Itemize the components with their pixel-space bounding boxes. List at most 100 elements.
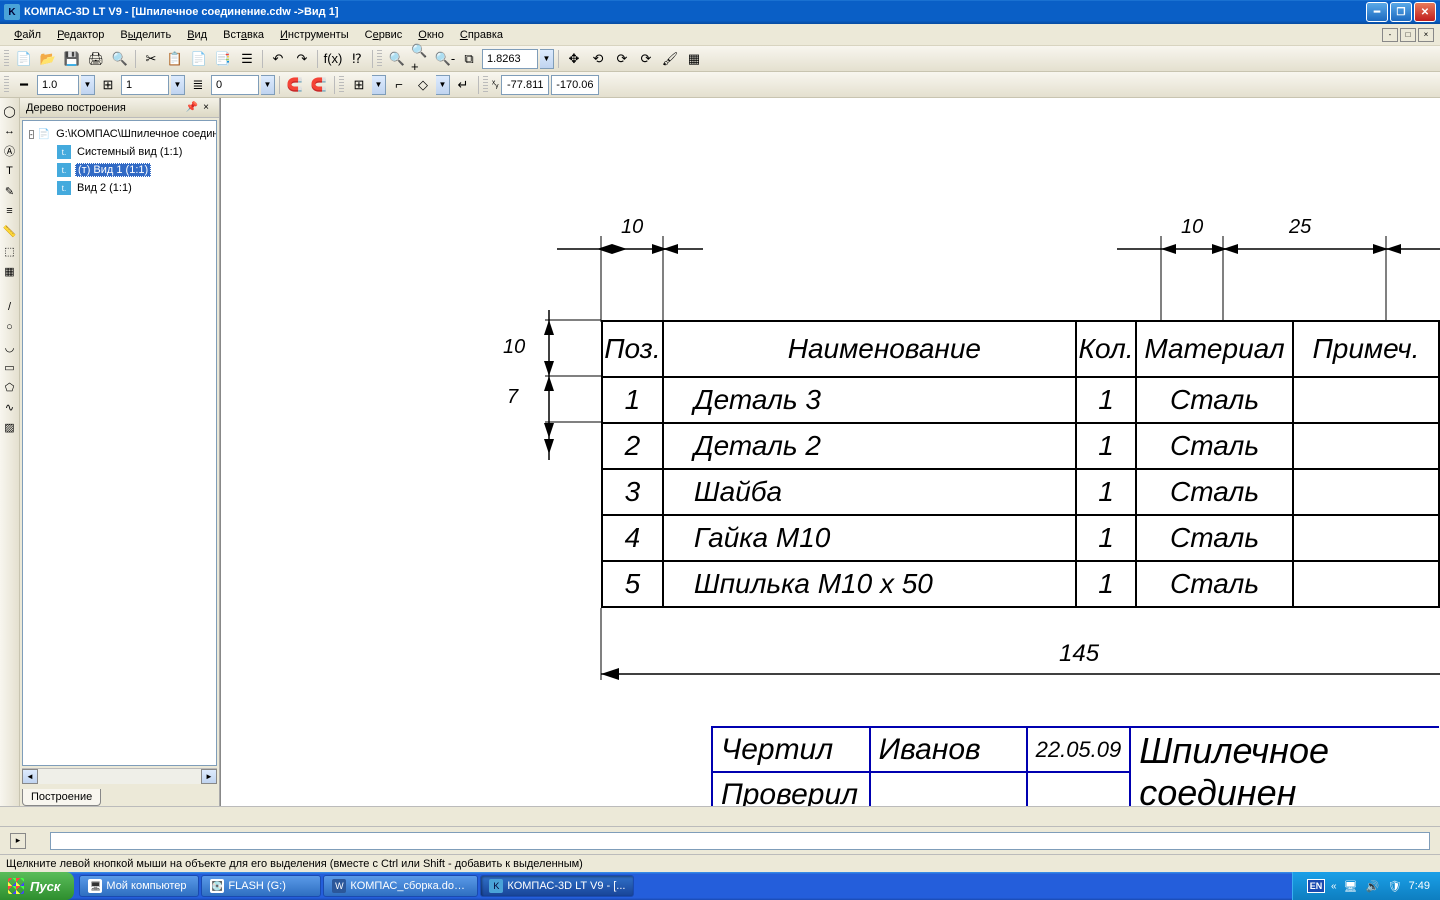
- minimize-button[interactable]: ━: [1366, 2, 1388, 22]
- doc-close-button[interactable]: ×: [1418, 28, 1434, 42]
- hatch-tool-icon[interactable]: ▨: [1, 418, 19, 436]
- tray-icon[interactable]: 🖥: [1343, 878, 1359, 894]
- copy-button[interactable]: 📋: [164, 48, 186, 70]
- paste-button[interactable]: 📄: [188, 48, 210, 70]
- arc-tool-icon[interactable]: ◡: [1, 338, 19, 356]
- restore-button[interactable]: ❐: [1390, 2, 1412, 22]
- view-dropdown[interactable]: ▼: [171, 75, 185, 95]
- open-button[interactable]: 📂: [37, 48, 59, 70]
- preview-button[interactable]: 🔍: [109, 48, 131, 70]
- zoom-window-button[interactable]: ⧉: [458, 48, 480, 70]
- collapse-icon[interactable]: -: [29, 130, 34, 139]
- help-context-button[interactable]: ⁉: [346, 48, 368, 70]
- designations-tool-icon[interactable]: Ⓐ: [1, 142, 19, 160]
- edit-tool-icon[interactable]: ✎: [1, 182, 19, 200]
- rounding-button[interactable]: ↵: [452, 74, 474, 96]
- tree-node[interactable]: t. (т) Вид 1 (1:1): [25, 161, 214, 179]
- zoom-dropdown[interactable]: ▼: [540, 49, 554, 69]
- snap-dropdown[interactable]: ▼: [436, 75, 450, 95]
- tree-tab[interactable]: Построение: [22, 789, 101, 806]
- coord-x-input[interactable]: [501, 75, 549, 95]
- print-button[interactable]: 🖨: [85, 48, 107, 70]
- snap-magnet-on-icon[interactable]: 🧲: [284, 74, 306, 96]
- language-indicator[interactable]: EN: [1307, 879, 1325, 893]
- menu-edit[interactable]: Редактор: [49, 27, 112, 43]
- toolbar-grip[interactable]: [483, 76, 488, 94]
- zoom-all-button[interactable]: 🔍: [386, 48, 408, 70]
- toolbar-grip[interactable]: [4, 76, 9, 94]
- ortho-button[interactable]: ⌐: [388, 74, 410, 96]
- cut-button[interactable]: ✂: [140, 48, 162, 70]
- pan-button[interactable]: ✥: [563, 48, 585, 70]
- view-input[interactable]: [121, 75, 169, 95]
- measure-tool-icon[interactable]: 📏: [1, 222, 19, 240]
- tree-hscrollbar[interactable]: ◄ ►: [22, 768, 217, 784]
- menu-insert[interactable]: Вставка: [215, 27, 272, 43]
- taskbar-item[interactable]: 💽FLASH (G:): [201, 875, 321, 897]
- snap-magnet-off-icon[interactable]: 🧲: [308, 74, 330, 96]
- doc-minimize-button[interactable]: -: [1382, 28, 1398, 42]
- menu-select[interactable]: Выделить: [112, 27, 179, 43]
- menu-help[interactable]: Справка: [452, 27, 511, 43]
- close-button[interactable]: ✕: [1414, 2, 1436, 22]
- zoom-prev-button[interactable]: ⟲: [587, 48, 609, 70]
- command-input[interactable]: [50, 832, 1430, 850]
- coord-y-input[interactable]: [551, 75, 599, 95]
- layers-button[interactable]: ▦: [683, 48, 705, 70]
- toolbar-grip[interactable]: [339, 76, 344, 94]
- toolbar-grip[interactable]: [4, 50, 9, 68]
- scale-input[interactable]: [37, 75, 79, 95]
- copy-props-button[interactable]: 📑: [212, 48, 234, 70]
- taskbar-item[interactable]: WКОМПАС_сборка.doc - ...: [323, 875, 478, 897]
- linestyle-button[interactable]: ━: [13, 74, 35, 96]
- tray-expand-icon[interactable]: «: [1331, 881, 1337, 892]
- properties-button[interactable]: ☰: [236, 48, 258, 70]
- toolbar-grip[interactable]: [377, 50, 382, 68]
- circle-tool-icon[interactable]: ○: [1, 318, 19, 336]
- tray-icon[interactable]: 🛡: [1387, 878, 1403, 894]
- undo-button[interactable]: ↶: [267, 48, 289, 70]
- redo-button[interactable]: ↷: [291, 48, 313, 70]
- tree-root[interactable]: - 📄 G:\КОМПАС\Шпилечное соединен: [25, 125, 214, 143]
- taskbar-item[interactable]: 🖥Мой компьютер: [79, 875, 199, 897]
- drawing-canvas[interactable]: 10 10 25 25: [220, 98, 1440, 806]
- taskbar-item[interactable]: KКОМПАС-3D LT V9 - [...: [480, 875, 634, 897]
- scale-dropdown[interactable]: ▼: [81, 75, 95, 95]
- scroll-right-button[interactable]: ►: [201, 769, 217, 784]
- menu-tools[interactable]: Инструменты: [272, 27, 357, 43]
- menu-window[interactable]: Окно: [410, 27, 452, 43]
- clock[interactable]: 7:49: [1409, 880, 1430, 892]
- snap-button[interactable]: ◇: [412, 74, 434, 96]
- spline-tool-icon[interactable]: ∿: [1, 398, 19, 416]
- layer-dropdown[interactable]: ▼: [261, 75, 275, 95]
- grid-dropdown[interactable]: ▼: [372, 75, 386, 95]
- tray-icon[interactable]: 🔊: [1365, 878, 1381, 894]
- spec-tool-icon[interactable]: ▦: [1, 262, 19, 280]
- layer-input[interactable]: [211, 75, 259, 95]
- redraw-button[interactable]: 🖌: [659, 48, 681, 70]
- command-icon[interactable]: ▸: [10, 833, 26, 849]
- geometry-tool-icon[interactable]: ◯: [1, 102, 19, 120]
- variables-button[interactable]: f(x): [322, 48, 344, 70]
- select-tool-icon[interactable]: ⬚: [1, 242, 19, 260]
- dimensions-tool-icon[interactable]: ↔: [1, 122, 19, 140]
- rect-tool-icon[interactable]: ▭: [1, 358, 19, 376]
- pin-button[interactable]: 📌: [185, 101, 199, 115]
- zoom-in-button[interactable]: 🔍+: [410, 48, 432, 70]
- save-button[interactable]: 💾: [61, 48, 83, 70]
- refresh-button[interactable]: ⟳: [635, 48, 657, 70]
- new-button[interactable]: 📄: [13, 48, 35, 70]
- layer-mgr-button[interactable]: ≣: [187, 74, 209, 96]
- line-tool-icon[interactable]: /: [1, 298, 19, 316]
- menu-service[interactable]: Сервис: [357, 27, 411, 43]
- params-tool-icon[interactable]: ≡: [1, 202, 19, 220]
- tree-node[interactable]: t. Вид 2 (1:1): [25, 179, 214, 197]
- grid-button[interactable]: ⊞: [348, 74, 370, 96]
- tree-node[interactable]: t. Системный вид (1:1): [25, 143, 214, 161]
- menu-view[interactable]: Вид: [179, 27, 215, 43]
- zoom-out-button[interactable]: 🔍-: [434, 48, 456, 70]
- scroll-left-button[interactable]: ◄: [22, 769, 38, 784]
- close-panel-button[interactable]: ×: [199, 101, 213, 115]
- tree-view[interactable]: - 📄 G:\КОМПАС\Шпилечное соединен t. Сист…: [22, 120, 217, 766]
- zoom-input[interactable]: [482, 49, 538, 69]
